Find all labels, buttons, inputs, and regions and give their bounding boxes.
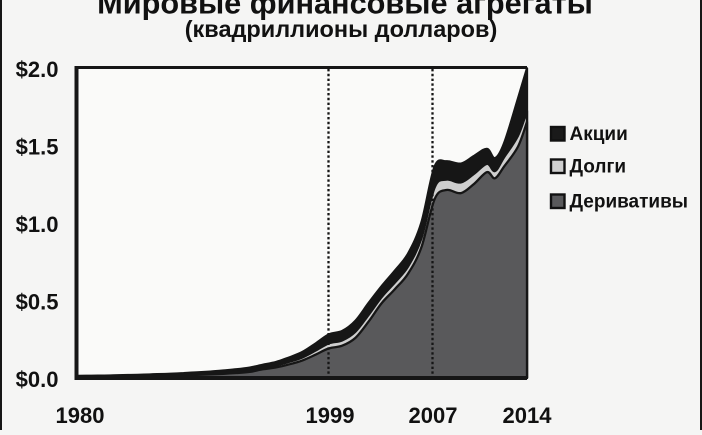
svg-text:$0.5: $0.5 (16, 290, 59, 315)
svg-text:Акции: Акции (570, 124, 628, 145)
svg-text:$0.0: $0.0 (16, 367, 59, 392)
svg-text:Деривативы: Деривативы (570, 191, 689, 212)
svg-text:(квадриллионы долларов): (квадриллионы долларов) (185, 16, 498, 42)
svg-text:2007: 2007 (409, 403, 458, 428)
svg-text:$1.0: $1.0 (16, 212, 59, 237)
svg-text:$2.0: $2.0 (16, 57, 59, 82)
svg-text:$1.5: $1.5 (16, 135, 59, 160)
svg-text:1999: 1999 (306, 403, 355, 428)
svg-text:Долги: Долги (570, 156, 627, 177)
svg-text:2014: 2014 (503, 403, 553, 428)
svg-text:Мировые финансовые агрегаты: Мировые финансовые агрегаты (97, 0, 593, 21)
svg-text:1980: 1980 (56, 403, 105, 428)
